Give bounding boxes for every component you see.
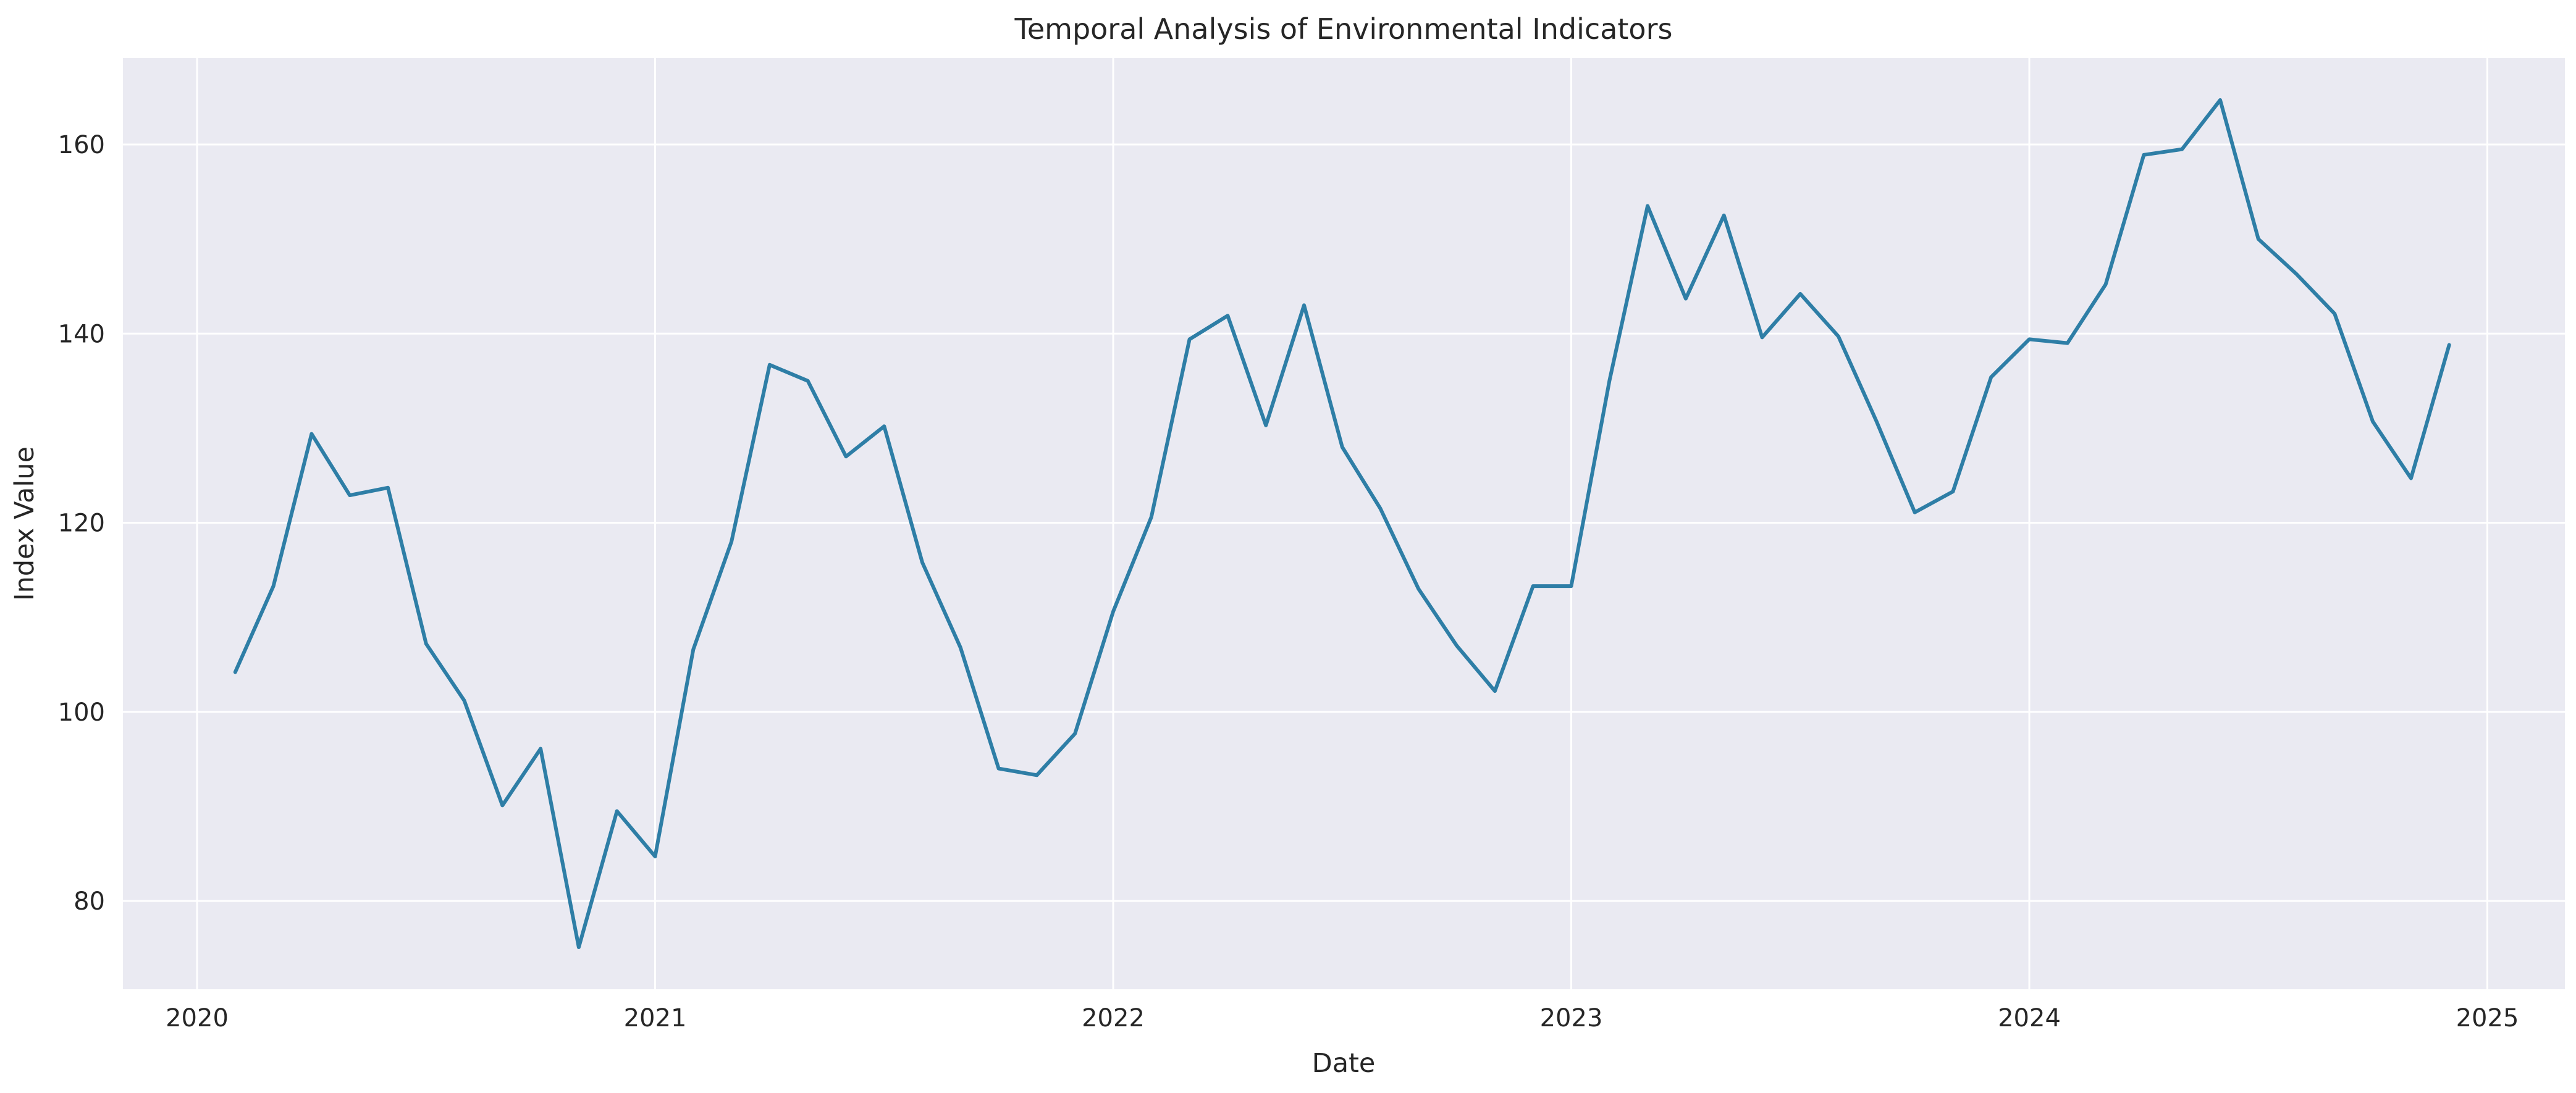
y-tick-label: 140 [58,320,105,348]
x-tick-label: 2024 [1998,1004,2061,1032]
x-tick-label: 2023 [1540,1004,1603,1032]
x-axis-label: Date [1312,1048,1376,1079]
gridlines [123,58,2565,989]
chart-title: Temporal Analysis of Environmental Indic… [1014,12,1673,46]
y-tick-label: 80 [74,887,105,916]
x-tick-label: 2025 [2456,1004,2519,1032]
y-axis-label: Index Value [9,446,40,601]
y-axis-tick-labels: 80 100 120 140 160 [58,131,105,916]
x-tick-label: 2021 [624,1004,687,1032]
x-tick-label: 2020 [166,1004,229,1032]
y-tick-label: 160 [58,131,105,159]
y-tick-label: 100 [58,698,105,727]
y-tick-label: 120 [58,509,105,538]
series-line [233,98,2451,949]
x-tick-label: 2022 [1082,1004,1145,1032]
x-axis-tick-labels: 2020 2021 2022 2023 2024 2025 [166,1004,2519,1032]
